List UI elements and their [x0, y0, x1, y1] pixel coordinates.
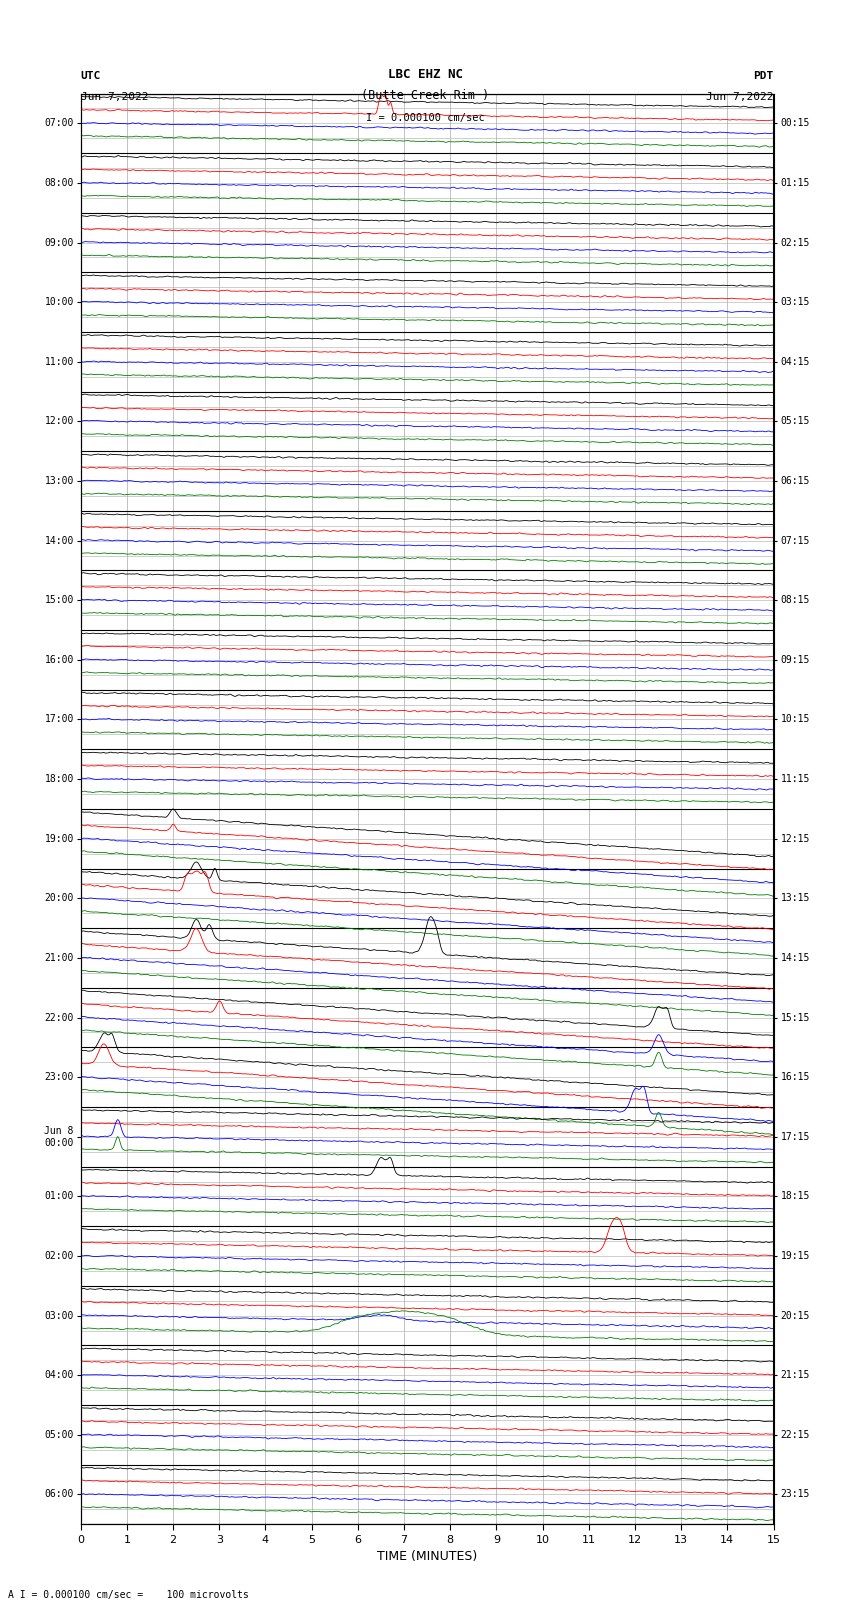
Text: Jun 7,2022: Jun 7,2022 [706, 92, 774, 102]
Text: LBC EHZ NC: LBC EHZ NC [388, 68, 462, 81]
Text: I = 0.000100 cm/sec: I = 0.000100 cm/sec [366, 113, 484, 123]
Text: PDT: PDT [753, 71, 774, 81]
X-axis label: TIME (MINUTES): TIME (MINUTES) [377, 1550, 477, 1563]
Text: (Butte Creek Rim ): (Butte Creek Rim ) [361, 89, 489, 102]
Text: Jun 7,2022: Jun 7,2022 [81, 92, 148, 102]
Text: A I = 0.000100 cm/sec =    100 microvolts: A I = 0.000100 cm/sec = 100 microvolts [8, 1590, 249, 1600]
Text: UTC: UTC [81, 71, 101, 81]
